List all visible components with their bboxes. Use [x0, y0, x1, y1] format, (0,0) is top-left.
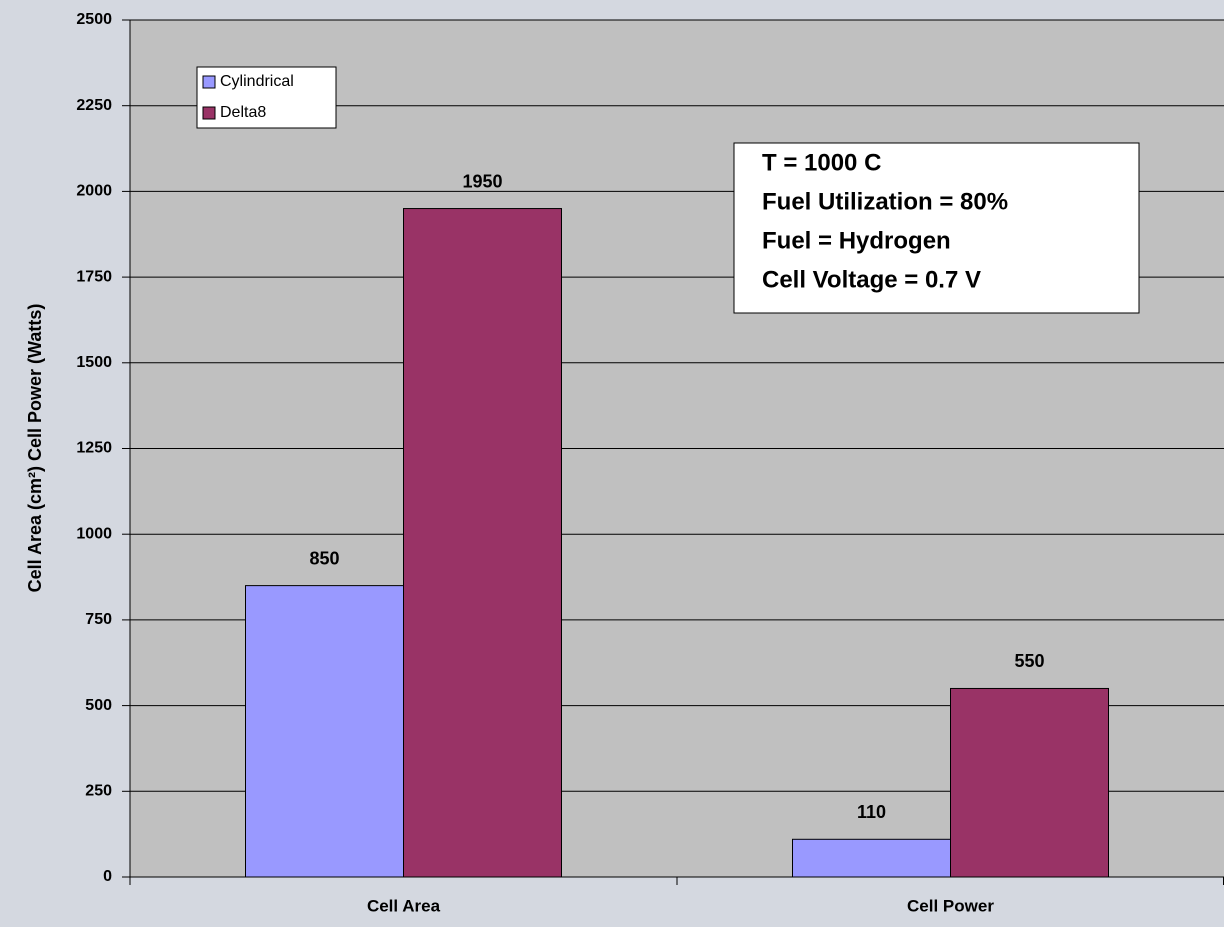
legend-label: Delta8 — [220, 104, 266, 121]
legend-swatch — [202, 106, 216, 120]
bar — [403, 208, 562, 878]
annotation-line: Fuel Utilization = 80% — [762, 188, 1008, 215]
y-tick-label: 1750 — [76, 268, 112, 285]
y-tick-label: 0 — [103, 868, 112, 885]
y-tick-label: 1000 — [76, 525, 112, 542]
value-label: 550 — [1014, 651, 1044, 671]
value-label: 110 — [857, 802, 886, 822]
y-tick-label: 2500 — [76, 11, 112, 28]
y-tick-label: 2000 — [76, 183, 112, 200]
value-label: 1950 — [462, 171, 502, 191]
x-tick-label: Cell Power — [907, 896, 994, 915]
y-tick-label: 750 — [85, 611, 112, 628]
legend-swatch — [202, 75, 216, 89]
annotation-line: T = 1000 C — [762, 149, 881, 176]
y-tick-label: 2250 — [76, 97, 112, 114]
y-axis-label: Cell Area (cm²) Cell Power (Watts) — [25, 304, 45, 593]
bar — [792, 838, 951, 878]
legend-label: Cylindrical — [220, 73, 294, 90]
legend-box — [196, 66, 337, 129]
y-tick-label: 250 — [85, 783, 112, 800]
y-tick-label: 500 — [85, 697, 112, 714]
y-tick-label: 1500 — [76, 354, 112, 371]
value-label: 850 — [309, 548, 339, 568]
annotation-box — [733, 142, 1140, 314]
bar — [950, 687, 1109, 878]
y-tick-label: 1250 — [76, 440, 112, 457]
x-tick-label: Cell Area — [367, 896, 441, 915]
annotation-line: Fuel = Hydrogen — [762, 227, 951, 254]
annotation-line: Cell Voltage = 0.7 V — [762, 266, 981, 293]
bar — [245, 585, 404, 878]
